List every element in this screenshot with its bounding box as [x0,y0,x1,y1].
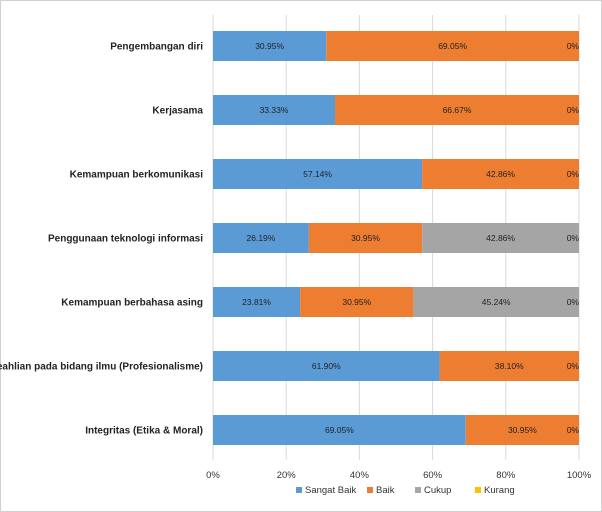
category-label: Kerjasama [152,106,203,117]
x-tick-label: 100% [567,470,592,481]
data-label: 0% [567,297,580,307]
bar-segment [213,159,423,189]
data-label: 30.95% [351,233,380,243]
legend-label: Sangat Baik [305,485,356,496]
data-label: 0% [567,233,580,243]
legend-swatch [367,487,373,493]
bar-segment [439,351,579,381]
x-tick-label: 20% [277,470,297,481]
legend-swatch [475,487,481,493]
bar-segment [213,287,301,317]
bar-segment [334,95,579,125]
legend-swatch [415,487,421,493]
data-label: 0% [567,41,580,51]
data-label: 61.90% [312,361,341,371]
data-label: 45.24% [482,297,511,307]
data-label: 23.81% [242,297,271,307]
bar-segment [326,31,579,61]
category-label: Pengembangan diri [110,42,203,53]
data-label: 33.33% [260,105,289,115]
data-label: 0% [567,361,580,371]
bar-segment [213,223,309,253]
bar-segment [422,223,579,253]
data-label: 69.05% [325,425,354,435]
legend-label: Cukup [424,485,451,496]
bar-segment [413,287,579,317]
data-label: 42.86% [486,169,515,179]
category-label: Integritas (Etika & Moral) [85,426,203,437]
bar-segment [422,159,579,189]
data-label: 30.95% [508,425,537,435]
category-label: Kemampuan berbahasa asing [61,298,203,309]
bar-segment [300,287,414,317]
legend: Sangat Baik Baik Cukup Kurang [296,485,515,496]
legend-label: Baik [376,485,395,496]
data-label: 30.95% [342,297,371,307]
x-tick-label: 60% [423,470,443,481]
category-label: Penggunaan teknologi informasi [48,234,203,245]
data-label: 42.86% [486,233,515,243]
category-label: Keahlian pada bidang ilmu (Profesionalis… [0,362,203,373]
bar-segment [213,351,440,381]
data-label: 66.67% [443,105,472,115]
data-label: 0% [567,169,580,179]
x-tick-labels: 0% 20% 40% 60% 80% 100% [206,470,592,481]
bar-segment [308,223,423,253]
bar-segment [213,415,466,445]
x-tick-label: 80% [496,470,516,481]
bar-segment [213,31,327,61]
data-label: 38.10% [495,361,524,371]
legend-label: Kurang [484,485,515,496]
data-label: 69.05% [438,41,467,51]
category-label: Kemampuan berkomunikasi [70,170,204,181]
data-label: 57.14% [303,169,332,179]
legend-swatch [296,487,302,493]
data-label: 0% [567,425,580,435]
category-labels: Pengembangan diri Kerjasama Kemampuan berk… [0,42,203,437]
x-tick-label: 40% [350,470,370,481]
x-tick-label: 0% [206,470,220,481]
bars-group: 30.95% 69.05% 0% 33.33% 66.67% 0% 57.14% 42.86%… [213,31,579,445]
data-label: 26.19% [247,233,276,243]
bar-segment [465,415,579,445]
data-label: 30.95% [255,41,284,51]
data-label: 0% [567,105,580,115]
bar-segment [213,95,335,125]
